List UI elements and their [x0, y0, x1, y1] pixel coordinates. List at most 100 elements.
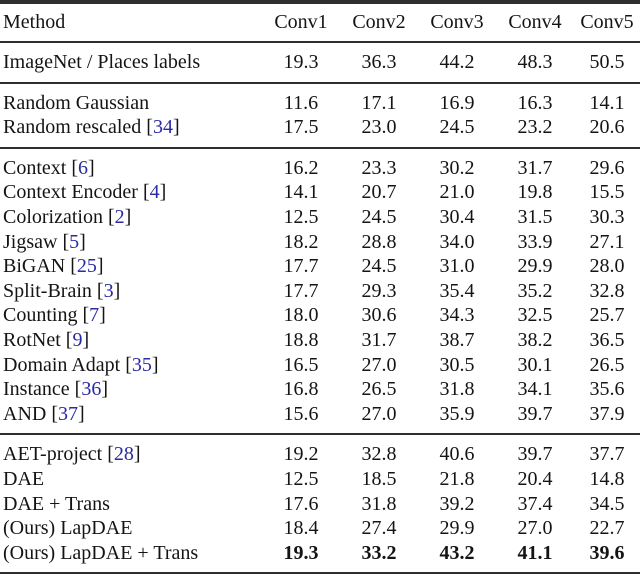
- citation-link[interactable]: 9: [72, 328, 83, 351]
- citation-link[interactable]: 7: [89, 304, 100, 327]
- header-conv2: Conv2: [340, 2, 418, 43]
- value-cell: 19.2: [283, 443, 319, 466]
- value-cell: 39.7: [517, 443, 553, 466]
- method-cell: ImageNet / Places labels: [0, 42, 262, 83]
- citation-link[interactable]: 2: [114, 205, 125, 228]
- method-cell: Instance [36]: [3, 378, 108, 401]
- citation-link[interactable]: 6: [78, 156, 89, 179]
- method-label: Jigsaw: [3, 230, 58, 253]
- value-cell: 39.2: [439, 492, 475, 515]
- value-cell: 11.6: [283, 91, 319, 114]
- table-header: Method Conv1 Conv2 Conv3 Conv4 Conv5: [0, 2, 640, 43]
- section-supervised-baseline: ImageNet / Places labels 19.3 36.3 44.2 48.3…: [0, 42, 640, 83]
- value-cell: 30.6: [361, 304, 397, 327]
- value-cell: 30.4: [439, 205, 475, 228]
- value-cell: 27.0: [361, 402, 397, 425]
- value-cell: 37.7: [589, 443, 625, 466]
- value-cell: 33.9: [517, 230, 553, 253]
- value-cell: 18.5: [361, 467, 397, 490]
- citation-link[interactable]: 34: [152, 116, 173, 139]
- value-cell: 37.9: [589, 402, 625, 425]
- method-label: Random Gaussian: [3, 91, 150, 114]
- citation-link[interactable]: 5: [69, 230, 80, 253]
- value-cell: 38.2: [517, 328, 553, 351]
- value-cell: 14.1: [283, 181, 319, 204]
- value-cell: 21.0: [439, 181, 475, 204]
- table-row: Colorization [2] 12.5 24.5 30.4 31.5 30.3: [0, 205, 640, 230]
- value-cell: 20.6: [589, 116, 625, 139]
- table-row: BiGAN [25] 17.7 24.5 31.0 29.9 28.0: [0, 254, 640, 279]
- method-cell: Random rescaled [34]: [3, 116, 180, 139]
- method-label: AND: [3, 402, 47, 425]
- table-row: (Ours) LapDAE 18.4 27.4 29.9 27.0 22.7: [0, 516, 640, 541]
- value-cell: 31.7: [361, 328, 397, 351]
- value-cell: 16.2: [283, 156, 319, 179]
- table-row: AET-project [28] 19.2 32.8 40.6 39.7 37.7: [0, 434, 640, 467]
- value-cell: 32.8: [361, 443, 397, 466]
- citation-link[interactable]: 35: [131, 353, 152, 376]
- citation-link[interactable]: 36: [81, 378, 102, 401]
- citation-link[interactable]: 37: [58, 402, 79, 425]
- citation-link[interactable]: 3: [103, 279, 114, 302]
- method-label: Context: [3, 156, 67, 179]
- value-cell: 17.1: [361, 91, 397, 114]
- value-cell: 35.4: [439, 279, 475, 302]
- value-cell: 30.2: [439, 156, 475, 179]
- value-cell: 19.8: [517, 181, 553, 204]
- value-cell: 17.7: [283, 279, 319, 302]
- method-cell: Jigsaw [5]: [3, 230, 86, 253]
- value-cell: 43.2: [439, 541, 475, 564]
- value-cell: 32.8: [589, 279, 625, 302]
- value-cell: 28.0: [589, 255, 625, 278]
- citation-link[interactable]: 28: [113, 443, 134, 466]
- header-conv1: Conv1: [262, 2, 340, 43]
- value-cell: 17.6: [283, 492, 319, 515]
- citation-link[interactable]: 25: [76, 255, 97, 278]
- method-cell: Context Encoder [4]: [3, 181, 167, 204]
- value-cell: 37.4: [517, 492, 553, 515]
- value-cell: 22.7: [589, 517, 625, 540]
- value-cell: 16.9: [439, 91, 475, 114]
- value-cell: 30.5: [439, 353, 475, 376]
- value-cell: 39.7: [517, 402, 553, 425]
- method-cell: Domain Adapt [35]: [3, 353, 159, 376]
- method-cell: BiGAN [25]: [3, 255, 104, 278]
- table-row: Instance [36] 16.8 26.5 31.8 34.1 35.6: [0, 377, 640, 402]
- value-cell: 34.5: [589, 492, 625, 515]
- value-cell: 44.2: [439, 51, 475, 73]
- value-cell: 48.3: [517, 51, 553, 73]
- method-label: (Ours) LapDAE: [3, 517, 133, 540]
- value-cell: 16.3: [517, 91, 553, 114]
- value-cell: 23.0: [361, 116, 397, 139]
- value-cell: 15.5: [589, 181, 625, 204]
- value-cell: 34.1: [517, 378, 553, 401]
- value-cell: 27.0: [361, 353, 397, 376]
- value-cell: 26.5: [361, 378, 397, 401]
- value-cell: 16.5: [283, 353, 319, 376]
- value-cell: 34.0: [439, 230, 475, 253]
- value-cell: 35.2: [517, 279, 553, 302]
- table-row: Random Gaussian 11.6 17.1 16.9 16.3 14.1: [0, 83, 640, 116]
- header-conv5: Conv5: [574, 2, 640, 43]
- value-cell: 29.6: [589, 156, 625, 179]
- header-method: Method: [0, 2, 262, 43]
- table-row: Context [6] 16.2 23.3 30.2 31.7 29.6: [0, 148, 640, 181]
- value-cell: 29.3: [361, 279, 397, 302]
- value-cell: 12.5: [283, 467, 319, 490]
- table-row: Random rescaled [34] 17.5 23.0 24.5 23.2 20.6: [0, 115, 640, 148]
- value-cell: 35.9: [439, 402, 475, 425]
- method-label: Split-Brain: [3, 279, 92, 302]
- value-cell: 18.8: [283, 328, 319, 351]
- table-row: DAE 12.5 18.5 21.8 20.4 14.8: [0, 467, 640, 492]
- header-conv3: Conv3: [418, 2, 496, 43]
- value-cell: 28.8: [361, 230, 397, 253]
- method-label: Instance: [3, 378, 70, 401]
- value-cell: 29.9: [517, 255, 553, 278]
- citation-link[interactable]: 4: [149, 181, 160, 204]
- value-cell: 41.1: [517, 541, 553, 564]
- value-cell: 14.1: [589, 91, 625, 114]
- value-cell: 31.0: [439, 255, 475, 278]
- value-cell: 35.6: [589, 378, 625, 401]
- method-label: BiGAN: [3, 255, 66, 278]
